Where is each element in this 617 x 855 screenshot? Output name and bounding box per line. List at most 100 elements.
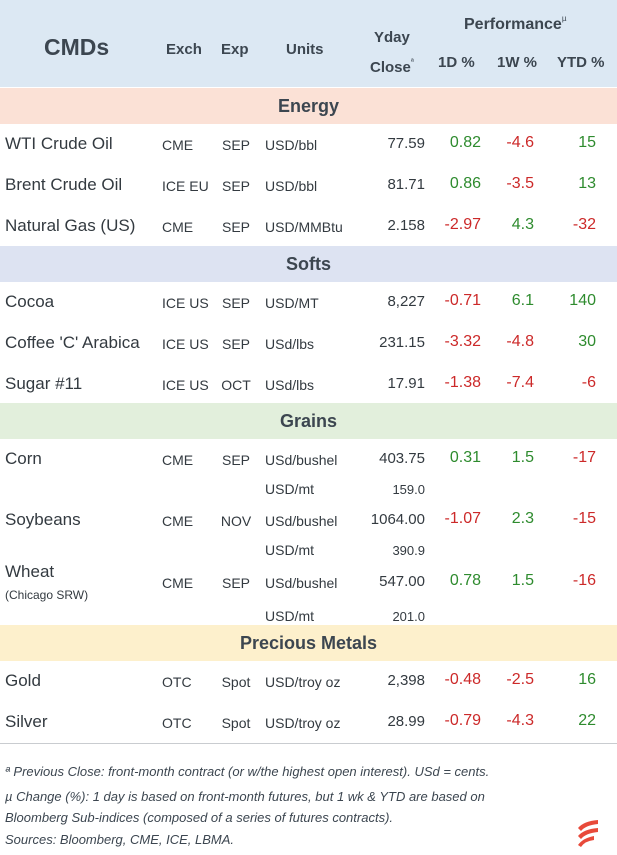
section-precious-metals: Precious Metals (0, 625, 617, 661)
footnote-sources: Sources: Bloomberg, CME, ICE, LBMA. (5, 832, 235, 847)
exchange: CME (162, 137, 194, 153)
table-row: Cocoa ICE US SEP USD/MT 8,227 -0.71 6.1 … (0, 282, 617, 323)
units: USD/troy oz (265, 674, 341, 690)
expiry: Spot (221, 674, 251, 690)
units: USd/bushel (265, 575, 338, 591)
change-ytd: 140 (569, 292, 596, 309)
yday-close: 1064.00 (370, 511, 425, 528)
commodity-name: Wheat (5, 562, 55, 581)
yday-close: 403.75 (379, 450, 425, 467)
yday-close: 81.71 (387, 176, 425, 193)
perf-footnote-mark: µ (561, 14, 567, 23)
expiry: SEP (221, 452, 250, 468)
change-1d: -1.07 (444, 510, 481, 527)
alt-close: 201.0 (392, 609, 425, 624)
units: USd/lbs (265, 336, 315, 352)
yday-close: 2.158 (387, 217, 425, 234)
footnote-change-line2: Bloomberg Sub-indices (composed of a ser… (5, 810, 394, 825)
commodity-subname: (Chicago SRW) (5, 588, 89, 602)
units: USD/MT (265, 295, 319, 311)
exchange: CME (162, 575, 194, 591)
section-label: Precious Metals (239, 633, 378, 653)
commodity-name: Silver (5, 712, 48, 731)
yday-line2: Close (370, 59, 411, 76)
expiry: SEP (221, 295, 250, 311)
col-header-exch: Exch (166, 41, 202, 58)
exchange: ICE US (162, 295, 209, 311)
exchange: CME (162, 219, 194, 235)
change-1w: -2.5 (506, 671, 534, 688)
alt-units: USD/mt (265, 481, 314, 497)
section-softs: Softs (0, 246, 617, 282)
change-ytd: -15 (572, 510, 596, 527)
expiry: Spot (221, 715, 251, 731)
col-header-yday-close: Yday Closeª (370, 26, 414, 80)
section-label: Grains (279, 411, 338, 431)
commodity-name: Brent Crude Oil (5, 175, 123, 194)
commodity-name: Coffee 'C' Arabica (5, 333, 140, 352)
change-ytd: 15 (578, 134, 596, 151)
table-row: Wheat (Chicago SRW) CME SEP USd/bushel 5… (0, 562, 617, 628)
exchange: ICE US (162, 377, 209, 393)
change-ytd: 22 (578, 712, 596, 729)
table-row: Brent Crude Oil ICE EU SEP USD/bbl 81.71… (0, 165, 617, 206)
table-row: Natural Gas (US) CME SEP USD/MMBtu 2.158… (0, 206, 617, 247)
change-1w: 1.5 (511, 449, 534, 466)
change-1d: -1.38 (444, 374, 481, 391)
col-header-units: Units (286, 41, 324, 58)
exchange: CME (162, 513, 194, 529)
exchange: OTC (162, 674, 192, 690)
expiry: OCT (221, 377, 251, 393)
change-1d: -2.97 (444, 216, 481, 233)
table-row: Coffee 'C' Arabica ICE US SEP USd/lbs 23… (0, 323, 617, 364)
yday-close: 231.15 (379, 334, 425, 351)
yday-footnote-mark: ª (410, 57, 414, 66)
units: USD/MMBtu (265, 219, 343, 235)
alt-close: 159.0 (392, 482, 425, 497)
footnote-change-line1: µ Change (%): 1 day is based on front-mo… (5, 789, 485, 804)
alt-units: USD/mt (265, 608, 314, 624)
section-energy: Energy (0, 88, 617, 124)
expiry: SEP (221, 219, 250, 235)
expiry: SEP (221, 137, 250, 153)
change-1w: 6.1 (511, 292, 534, 309)
change-ytd: -6 (581, 374, 596, 391)
yday-close: 2,398 (387, 672, 425, 689)
change-1d: -0.79 (444, 712, 481, 729)
change-1d: 0.82 (449, 134, 481, 151)
change-1w: 2.3 (511, 510, 534, 527)
change-1d: -0.48 (444, 671, 481, 688)
section-label: Energy (277, 96, 340, 116)
change-ytd: -16 (572, 572, 596, 589)
change-1w: -7.4 (506, 374, 534, 391)
exchange: ICE EU (162, 178, 209, 194)
section-grains: Grains (0, 403, 617, 439)
units: USd/lbs (265, 377, 315, 393)
brand-logo-icon (578, 820, 598, 847)
change-1w: -3.5 (506, 175, 534, 192)
table-header: CMDs Exch Exp Units Yday Closeª Performa… (0, 0, 617, 87)
change-1w: 4.3 (511, 216, 534, 233)
table-row: WTI Crude Oil CME SEP USD/bbl 77.59 0.82… (0, 124, 617, 165)
change-ytd: 16 (578, 671, 596, 688)
footer-divider (0, 743, 617, 744)
change-ytd: 13 (578, 175, 596, 192)
units: USD/troy oz (265, 715, 341, 731)
change-1d: 0.31 (449, 449, 481, 466)
section-label: Softs (286, 254, 331, 274)
alt-units: USD/mt (265, 542, 314, 558)
commodity-name: Natural Gas (US) (5, 216, 136, 235)
col-header-performance: Performanceµ (464, 14, 566, 34)
yday-close: 28.99 (387, 713, 425, 730)
expiry: NOV (220, 513, 252, 529)
change-1d: -0.71 (444, 292, 481, 309)
yday-line1: Yday (373, 29, 410, 46)
change-1w: -4.6 (506, 134, 534, 151)
units: USD/bbl (265, 178, 318, 194)
table-row: Corn CME SEP USd/bushel 403.75 0.31 1.5 … (0, 439, 617, 501)
alt-close: 390.9 (392, 543, 425, 558)
change-1d: 0.78 (449, 572, 481, 589)
expiry: SEP (221, 575, 250, 591)
col-header-ytd: YTD % (557, 54, 605, 71)
yday-close: 547.00 (379, 573, 425, 590)
